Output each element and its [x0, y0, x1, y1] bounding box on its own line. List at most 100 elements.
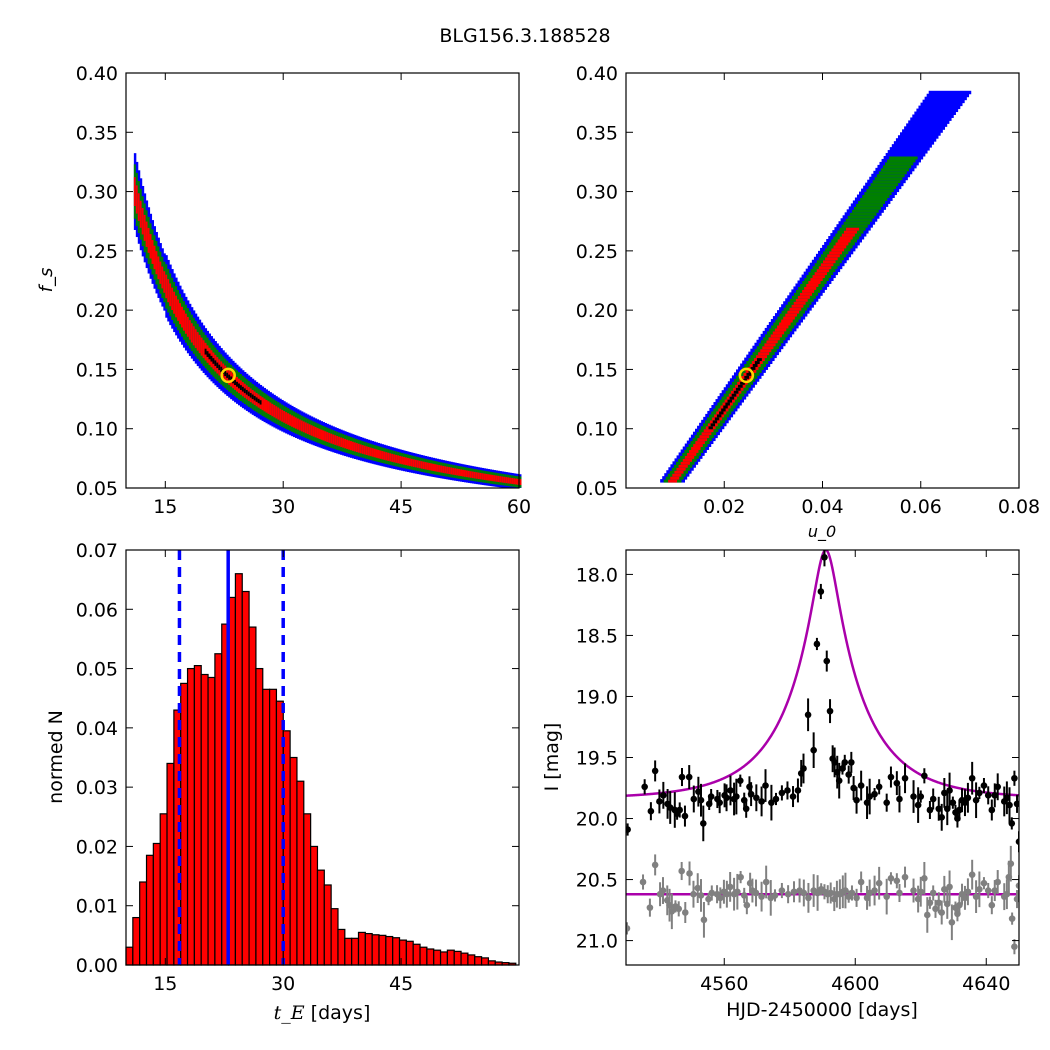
density-cell-red: [186, 316, 190, 337]
density-cell-black: [249, 393, 253, 398]
density-cell-red: [318, 428, 322, 439]
density-cell-red: [428, 462, 432, 471]
density-cell-red: [137, 193, 141, 221]
density-cell-red: [351, 441, 355, 451]
density-cell-red: [789, 307, 802, 311]
density-cell-red: [379, 450, 382, 459]
density-cell-red: [155, 251, 158, 275]
density-cell-red: [835, 241, 849, 246]
grey-data-point: [988, 901, 996, 909]
density-cell-red: [403, 456, 406, 465]
histogram-bar: [357, 931, 366, 966]
density-cell-black: [224, 370, 227, 376]
density-cell-red: [783, 316, 795, 320]
density-cell-red: [381, 451, 384, 460]
black-data-point: [921, 772, 928, 780]
black-data-point: [835, 777, 843, 784]
density-cell-green: [853, 206, 881, 210]
black-data-point: [727, 787, 734, 794]
density-cell-blue: [916, 108, 959, 113]
density-cell-red: [812, 274, 825, 279]
density-cell-red: [463, 470, 467, 477]
density-cell-red: [410, 458, 414, 467]
density-cell-red: [668, 479, 678, 483]
density-cell-black: [208, 353, 211, 360]
density-cell-blue: [918, 105, 961, 110]
density-cell-red: [758, 351, 770, 356]
density-cell-red: [159, 261, 162, 284]
histogram-bar: [132, 916, 141, 966]
black-data-point: [810, 746, 817, 754]
y-tick-label: 0.00: [76, 955, 118, 977]
black-data-point: [850, 784, 857, 792]
density-cell-red: [770, 333, 783, 338]
density-cell-red: [787, 310, 800, 314]
density-cell-red: [277, 407, 280, 420]
grey-data-point: [697, 892, 705, 899]
fs-tE-ylabel: f_s: [36, 268, 57, 293]
density-cell-green: [843, 221, 870, 225]
density-cell-red: [338, 436, 341, 447]
density-cell-red: [361, 445, 365, 454]
grey-data-point: [743, 901, 751, 909]
density-cell-red: [289, 414, 292, 426]
density-cell-red: [367, 446, 371, 456]
density-cell-green: [876, 173, 905, 178]
grey-data-point: [984, 887, 992, 894]
light-curve-ylabel: I [mag]: [541, 723, 563, 792]
density-cell-green: [872, 179, 901, 184]
grey-data-point: [941, 886, 948, 893]
tE-unit: [days]: [305, 1002, 371, 1024]
density-cell-black: [226, 372, 229, 378]
density-cell-red: [473, 471, 477, 479]
black-data-point: [893, 779, 901, 787]
density-cell-red: [802, 289, 815, 293]
density-cell-red: [454, 468, 457, 476]
density-cell-red: [179, 303, 182, 325]
density-cell-black: [756, 357, 762, 362]
black-data-point: [699, 820, 707, 827]
density-cell-black: [729, 396, 735, 400]
grey-data-point: [848, 889, 856, 897]
density-cell-red: [263, 398, 267, 412]
density-cell-red: [198, 334, 202, 354]
density-cell-red: [151, 240, 155, 264]
density-cell-black: [247, 391, 251, 397]
density-cell-red: [291, 415, 294, 427]
density-cell-green: [860, 197, 888, 201]
grey-data-point: [681, 909, 689, 916]
grey-data-point: [762, 878, 770, 886]
x-tick-label: 4640: [962, 973, 1010, 995]
density-cell-red: [843, 230, 857, 234]
density-cell-red: [405, 457, 408, 466]
grey-data-point: [700, 916, 708, 924]
density-cell-red: [145, 221, 149, 247]
histogram-bar: [316, 869, 325, 966]
density-cell-red: [515, 478, 518, 485]
density-cell-red: [163, 271, 166, 293]
density-cell-red: [434, 464, 437, 472]
density-cell-red: [825, 256, 838, 261]
density-cell-red: [196, 332, 200, 351]
density-cell-red: [442, 465, 445, 473]
x-tick-label: 0.06: [900, 496, 942, 518]
density-cell-red: [426, 462, 430, 470]
density-cell-red: [686, 452, 697, 456]
tE-symbol: t_E: [274, 1002, 305, 1024]
density-cell-red: [169, 283, 172, 307]
grey-data-point: [871, 887, 878, 894]
histogram-bar: [474, 956, 483, 966]
histogram-bar: [426, 948, 435, 966]
x-tick-label: 15: [153, 973, 177, 995]
density-cell-red: [808, 280, 821, 284]
density-cell-red: [684, 455, 695, 459]
density-cell-red: [841, 233, 855, 237]
grey-data-point: [948, 918, 956, 926]
histogram-bar: [392, 937, 401, 966]
density-cell-red: [385, 452, 388, 461]
black-data-point: [697, 796, 705, 804]
density-cell-red: [785, 313, 797, 317]
density-cell-red: [497, 475, 500, 483]
density-cell-red: [799, 292, 812, 296]
